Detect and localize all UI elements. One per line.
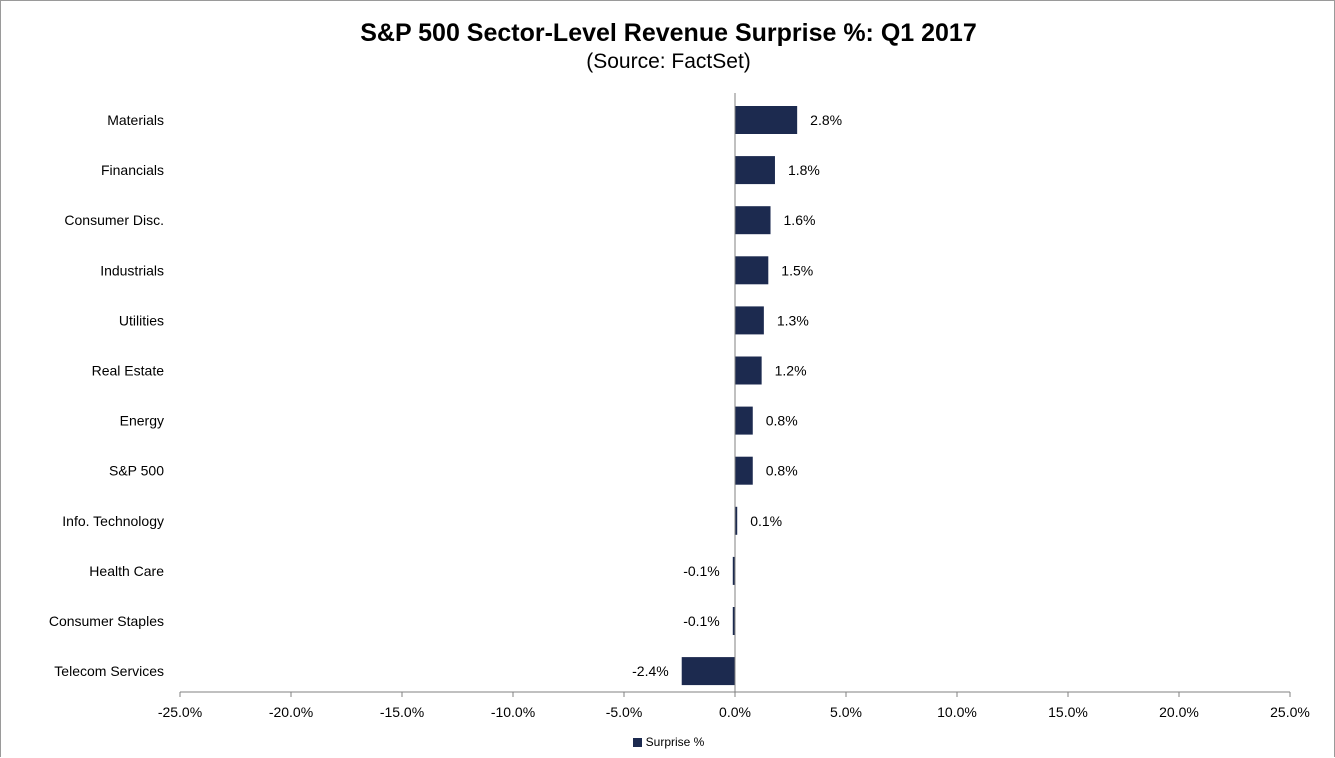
bar-2 [735,206,771,235]
bar-3 [735,256,769,285]
x-tick-label: 5.0% [830,704,862,720]
data-label: 1.2% [775,363,807,379]
bar-10 [732,607,735,635]
category-label: Health Care [89,563,164,579]
bar-11 [681,657,735,686]
bar-7 [735,456,753,485]
data-label: -2.4% [632,663,669,679]
x-tick-label: 10.0% [937,704,977,720]
category-label: Consumer Disc. [64,212,164,228]
data-label: -0.1% [683,563,720,579]
legend: Surprise % [1,735,1335,749]
category-label: Utilities [119,312,164,328]
bar-9 [732,556,735,585]
bars-layer [681,106,798,686]
data-label: 1.3% [777,312,809,328]
category-label: Financials [101,162,164,178]
bar-1 [735,156,775,185]
data-label: 0.8% [766,413,798,429]
bar-5 [735,356,762,385]
bar-4 [735,306,764,335]
x-tick-label: 0.0% [719,704,751,720]
x-tick-label: -20.0% [269,704,313,720]
category-label: Consumer Staples [49,613,164,629]
category-label: Materials [107,112,164,128]
x-tick-label: 15.0% [1048,704,1088,720]
data-label: 1.8% [788,162,820,178]
x-tick-label: 25.0% [1270,704,1310,720]
legend-swatch [632,738,642,747]
x-tick-label: -25.0% [158,704,202,720]
category-label: Energy [120,413,164,429]
category-label: Industrials [100,262,164,278]
data-label: 0.1% [750,513,782,529]
labels-layer: Materials 2.8% Financials 1.8% Consumer Disc… [49,112,1310,720]
x-tick-label: -10.0% [491,704,535,720]
legend-label: Surprise % [645,735,705,749]
data-label: 1.6% [784,212,816,228]
chart-title: S&P 500 Sector-Level Revenue Surprise %:… [360,19,977,47]
bar-0 [735,106,798,134]
category-label: Info. Technology [62,513,164,529]
axes-layer [179,93,1291,697]
bar-8 [735,506,738,535]
chart-subtitle: (Source: FactSet) [586,50,751,73]
x-tick-label: -5.0% [606,704,643,720]
data-label: 1.5% [781,262,813,278]
bar-6 [735,406,753,435]
category-label: Telecom Services [54,663,164,679]
data-label: 2.8% [810,112,842,128]
category-label: S&P 500 [109,463,164,479]
x-tick-label: 20.0% [1159,704,1199,720]
data-label: -0.1% [683,613,720,629]
x-tick-label: -15.0% [380,704,424,720]
data-label: 0.8% [766,463,798,479]
category-label: Real Estate [92,363,165,379]
